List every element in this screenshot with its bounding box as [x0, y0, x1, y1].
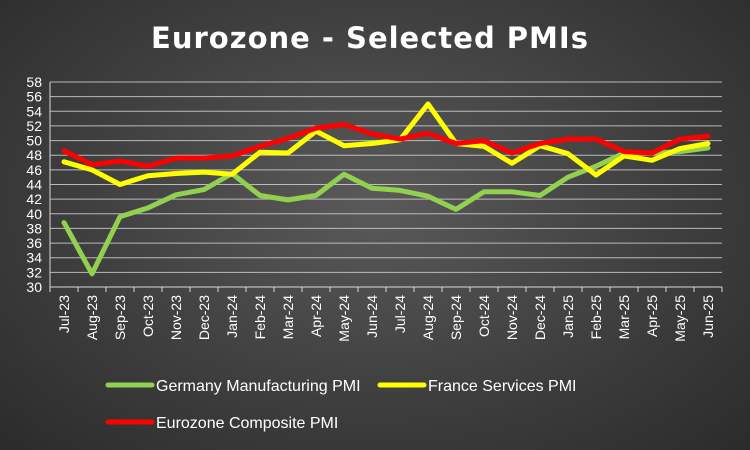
series-line-1: [61, 145, 711, 277]
x-tick-label: Jul-23: [56, 295, 72, 333]
x-tick-label: Oct-24: [476, 295, 492, 337]
y-tick-label: 36: [26, 235, 42, 251]
y-tick-label: 38: [26, 220, 42, 236]
x-tick-label: Aug-24: [420, 295, 436, 340]
y-tick-label: 34: [26, 250, 42, 266]
x-tick-label: Nov-23: [168, 295, 184, 340]
x-tick-label: Jun-25: [700, 295, 716, 338]
y-tick-label: 56: [26, 89, 42, 105]
x-tick-label: Apr-25: [644, 295, 660, 337]
x-tick-label: Oct-23: [140, 295, 156, 337]
x-tick-label: May-25: [672, 295, 688, 342]
x-axis: Jul-23 Aug-23 Sep-23 Oct-23 Nov-23 Dec-23 Jan-…: [49, 286, 723, 342]
series-line-3: [61, 122, 711, 169]
gridlines: [50, 81, 722, 288]
y-tick-label: 30: [26, 279, 42, 295]
x-tick-label: Sep-23: [112, 295, 128, 340]
series-line-2: [61, 101, 711, 187]
y-tick-label: 32: [26, 264, 42, 280]
x-tick-label: Jun-24: [364, 295, 380, 338]
y-tick-label: 52: [26, 118, 42, 134]
x-tick-label: Jul-24: [392, 295, 408, 333]
y-tick-label: 46: [26, 162, 42, 178]
chart-title: Eurozone - Selected PMIs: [151, 21, 589, 55]
x-tick-label: Mar-24: [280, 295, 296, 340]
legend-label: Eurozone Composite PMI: [156, 415, 338, 432]
x-tick-label: Jan-25: [560, 295, 576, 338]
x-tick-label: Aug-23: [84, 295, 100, 340]
x-tick-label: Feb-25: [588, 295, 604, 340]
legend-label: France Services PMI: [428, 378, 576, 395]
y-tick-label: 44: [26, 177, 42, 193]
x-tick-label: Sep-24: [448, 295, 464, 340]
y-tick-label: 58: [26, 74, 42, 90]
y-tick-label: 50: [26, 133, 42, 149]
y-tick-label: 42: [26, 191, 42, 207]
x-tick-label: Mar-25: [616, 295, 632, 340]
x-tick-label: Feb-24: [252, 295, 268, 340]
x-tick-label: May-24: [336, 295, 352, 342]
y-tick-label: 54: [26, 103, 42, 119]
x-tick-label: Jan-24: [224, 295, 240, 338]
legend-label: Germany Manufacturing PMI: [156, 378, 361, 395]
x-tick-label: Dec-24: [532, 295, 548, 340]
x-tick-label: Dec-23: [196, 295, 212, 340]
series-lines: [61, 101, 711, 277]
y-tick-label: 40: [26, 206, 42, 222]
x-tick-label: Nov-24: [504, 295, 520, 340]
legend: Germany Manufacturing PMI France Services…: [105, 378, 576, 432]
x-tick-label: Apr-24: [308, 295, 324, 337]
y-tick-label: 48: [26, 147, 42, 163]
